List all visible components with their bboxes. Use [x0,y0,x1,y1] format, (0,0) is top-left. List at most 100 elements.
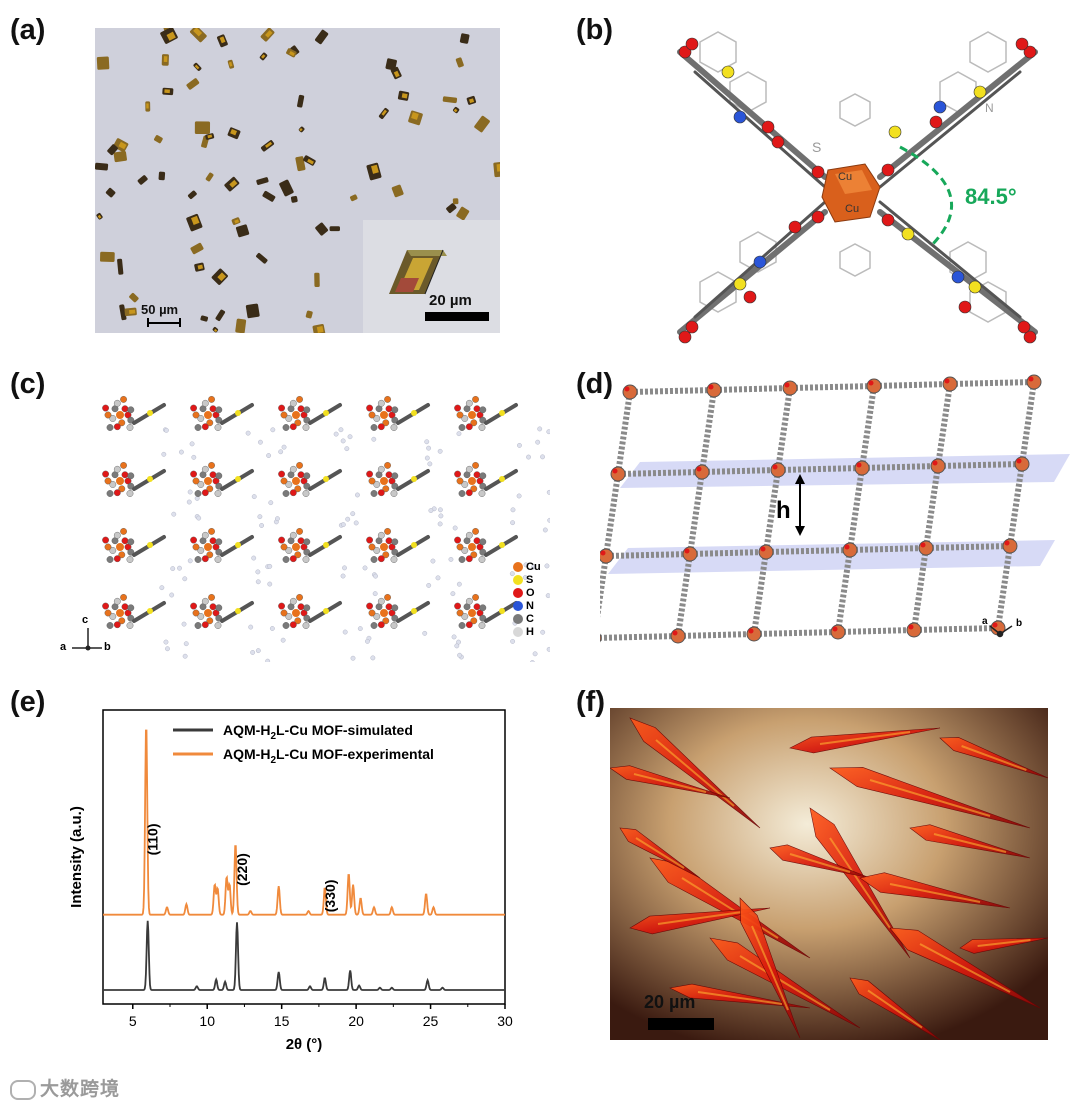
crystal-facet [191,215,200,226]
o-atom [772,464,778,470]
atom [214,556,222,563]
h-atom [516,493,522,499]
main-scale-bar-tick-l [147,318,149,327]
h-atom [457,652,463,658]
cu-atom [204,543,212,551]
o-atom [1004,540,1010,546]
atom [958,300,972,314]
crystal [315,222,329,236]
atom [479,538,487,546]
atom [456,477,464,485]
atom [470,485,478,493]
s-atom [499,410,505,416]
atom [368,609,376,617]
angle-label: 84.5° [965,184,1017,209]
atom [370,622,378,629]
crystal-facet [166,31,176,41]
atom [120,396,127,403]
crystal [105,187,116,198]
crystal [245,303,260,319]
crystal [290,195,298,203]
atom [201,423,209,431]
atom [201,489,209,497]
o-atom [672,630,678,636]
cu-node [830,624,846,640]
cu-node [842,542,858,558]
crystal-facet [265,141,273,149]
h-atom [340,522,346,528]
needle-highlight [789,853,851,873]
inset-single-crystal: 20 µm [363,220,500,333]
atom [456,411,464,419]
atom [458,556,466,563]
s-atom [411,410,417,416]
atom [113,621,121,629]
crystal-facet [371,164,379,174]
h-atom [347,434,353,440]
atom [124,609,132,617]
cu-atom [292,609,300,617]
h-atom [257,439,263,445]
atom [104,411,112,419]
s-atom [323,608,329,614]
h-atom [269,626,275,631]
h-atom [531,564,537,570]
atom [366,602,373,610]
o-atom [932,460,938,466]
s-atom [235,476,241,482]
atom [385,537,393,545]
crystal [113,151,127,163]
linker [600,633,679,641]
atom [285,613,293,620]
legend-swatch [513,613,523,624]
needle-highlight [869,779,991,817]
atom [476,609,484,617]
atom [472,462,479,469]
atom [289,531,297,539]
h-atom [456,431,462,437]
atom [215,406,223,414]
crystal-facet [234,219,240,224]
h-atom [510,520,516,526]
x-tick-label: 10 [199,1013,215,1029]
h-atom [345,516,351,522]
atom [300,477,308,485]
atom [1015,37,1029,51]
crystal-facet [381,109,387,116]
h-atom [196,515,202,521]
crystal-facet [193,28,203,37]
legend-entry-h: H [513,625,549,638]
crystal-facet [213,328,218,333]
atom [388,543,396,551]
atom [390,556,398,563]
legend-symbol: Cu [526,560,541,573]
atom [215,604,223,612]
h-atom [438,513,444,519]
atom [109,415,117,422]
needle-highlight [961,745,1027,771]
crystal [96,56,110,70]
atom [454,602,461,610]
linker [753,629,839,637]
h-atom [435,575,441,581]
h-atom [342,565,347,571]
atom [888,125,902,139]
needle-highlight [697,991,783,1005]
h-atom [516,442,522,448]
cu-node [758,544,774,560]
atom [296,396,303,403]
linker [777,465,863,473]
atom [197,415,205,422]
x-tick-label: 5 [129,1013,137,1029]
atom [456,609,464,617]
h-atom [546,489,550,495]
atom [102,602,109,610]
h-atom [509,571,515,577]
o-atom [856,462,862,468]
atom [289,555,297,563]
h-atom [268,500,274,506]
s-atom [235,608,241,614]
atom [209,405,217,413]
s-atom [147,410,153,416]
o-atom [832,626,838,632]
